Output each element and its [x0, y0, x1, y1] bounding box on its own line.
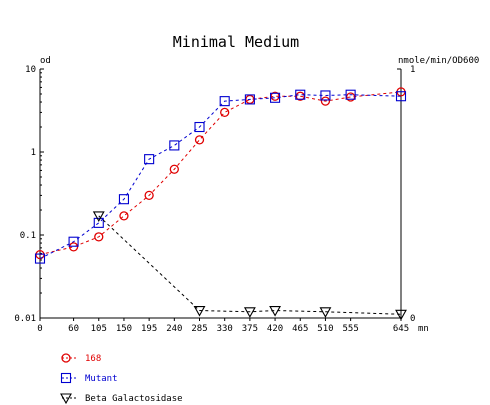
data-point — [269, 305, 282, 317]
series-line — [39, 91, 402, 256]
right-axis-label: nmole/min/OD600 — [398, 56, 479, 66]
data-point — [244, 94, 255, 105]
series-layer — [34, 87, 407, 321]
x-tick-label: 105 — [91, 324, 107, 334]
chart-title: Minimal Medium — [173, 33, 299, 51]
x-tick-label: 0 — [37, 324, 42, 334]
legend-marker — [60, 372, 72, 384]
x-unit-label: mn — [418, 324, 429, 334]
x-tick-label: 645 — [393, 324, 409, 334]
x-tick-label: 375 — [242, 324, 258, 334]
data-point — [144, 154, 155, 165]
data-point — [395, 309, 407, 321]
x-tick-label: 555 — [342, 324, 358, 334]
x-tick-label: 240 — [166, 324, 182, 334]
legend-label: 168 — [85, 354, 101, 364]
x-tick-label: 420 — [267, 324, 283, 334]
right-tick-label: 0 — [410, 314, 415, 324]
data-point — [270, 92, 281, 103]
data-point — [144, 190, 154, 201]
right-tick-label: 1 — [410, 65, 415, 75]
data-point — [68, 236, 79, 247]
data-point — [169, 140, 180, 151]
data-point — [319, 307, 332, 318]
data-point — [194, 121, 205, 133]
series-0 — [35, 87, 406, 260]
data-point — [243, 307, 256, 318]
data-point — [118, 194, 130, 205]
x-tick-label: 60 — [68, 324, 79, 334]
data-point — [220, 107, 230, 118]
data-point — [94, 232, 104, 242]
series-line — [98, 215, 402, 315]
data-point — [295, 89, 306, 100]
series-2 — [92, 211, 407, 321]
data-point — [219, 96, 230, 107]
left-tick-label: 10 — [25, 65, 36, 75]
data-point — [320, 96, 331, 106]
data-point — [93, 217, 104, 228]
data-point — [119, 211, 129, 221]
left-axis-label: od — [40, 56, 51, 66]
data-point — [194, 135, 205, 145]
series-1 — [34, 89, 407, 264]
legend-label: Mutant — [85, 374, 118, 384]
left-tick-label: 1 — [31, 148, 36, 158]
x-tick-label: 150 — [116, 324, 132, 334]
series-line — [39, 94, 402, 260]
left-tick-label: 0.01 — [14, 314, 36, 324]
data-point — [320, 90, 331, 101]
data-point — [68, 242, 79, 252]
data-point — [169, 164, 179, 174]
data-point — [34, 253, 46, 264]
legend-label: Beta Galactosidase — [85, 394, 183, 404]
legend: 168 Mutant Beta Galactosidase — [60, 353, 183, 405]
left-tick-label: 0.1 — [20, 231, 36, 241]
x-tick-label: 465 — [292, 324, 308, 334]
data-point — [395, 91, 407, 102]
legend-marker — [60, 393, 72, 405]
x-tick-label: 195 — [141, 324, 157, 334]
x-tick-label: 285 — [191, 324, 207, 334]
data-point — [345, 89, 356, 100]
data-point — [193, 305, 206, 317]
data-point — [92, 211, 105, 223]
legend-marker — [61, 353, 71, 363]
x-tick-label: 330 — [217, 324, 233, 334]
x-tick-label: 510 — [317, 324, 333, 334]
